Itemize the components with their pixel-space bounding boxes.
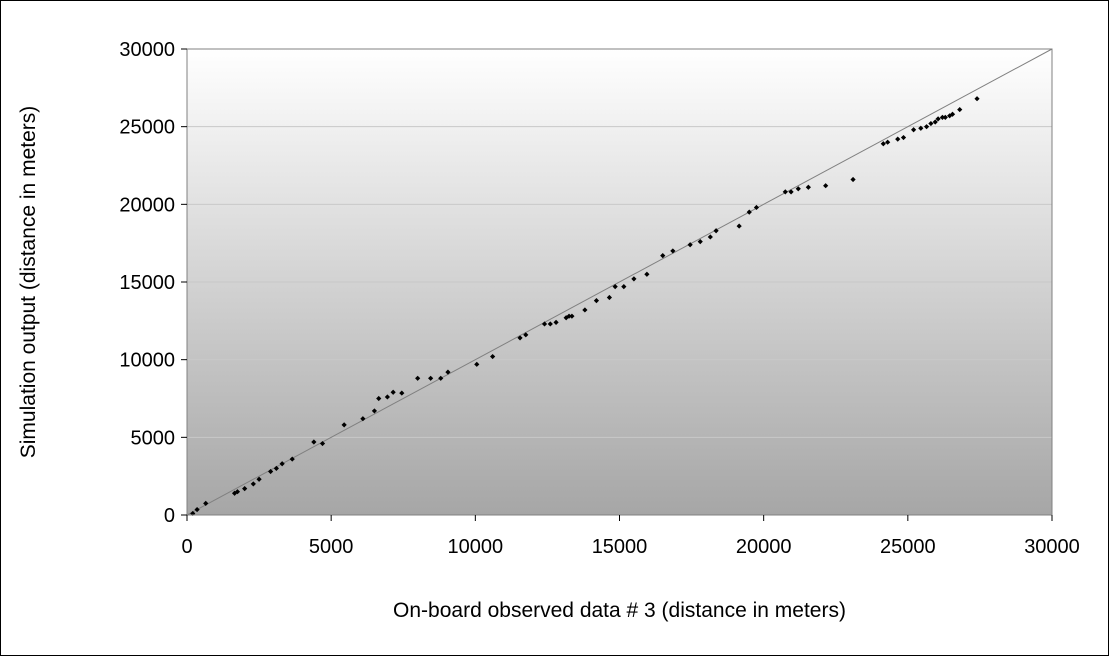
x-tick-label: 0 — [181, 536, 192, 558]
y-tick-label: 20000 — [119, 194, 175, 216]
x-tick-label: 20000 — [736, 536, 792, 558]
x-tick-label: 30000 — [1024, 536, 1080, 558]
x-tick-label: 10000 — [448, 536, 504, 558]
y-axis-ticks: 0 5000 10000 15000 20000 25000 30000 — [119, 39, 187, 527]
y-tick-label: 25000 — [119, 117, 175, 139]
x-axis-title: On-board observed data # 3 (distance in … — [393, 599, 846, 622]
x-tick-label: 25000 — [880, 536, 936, 558]
y-axis-title: Simulation output (distance in meters) — [17, 106, 40, 459]
x-axis-ticks: 0 5000 10000 15000 20000 25000 30000 — [181, 515, 1079, 558]
y-tick-label: 5000 — [131, 427, 176, 449]
y-tick-label: 15000 — [119, 272, 175, 294]
y-tick-label: 10000 — [119, 350, 175, 372]
y-tick-label: 0 — [164, 505, 175, 527]
x-tick-label: 5000 — [309, 536, 354, 558]
y-tick-label: 30000 — [119, 39, 175, 61]
x-tick-label: 15000 — [592, 536, 648, 558]
